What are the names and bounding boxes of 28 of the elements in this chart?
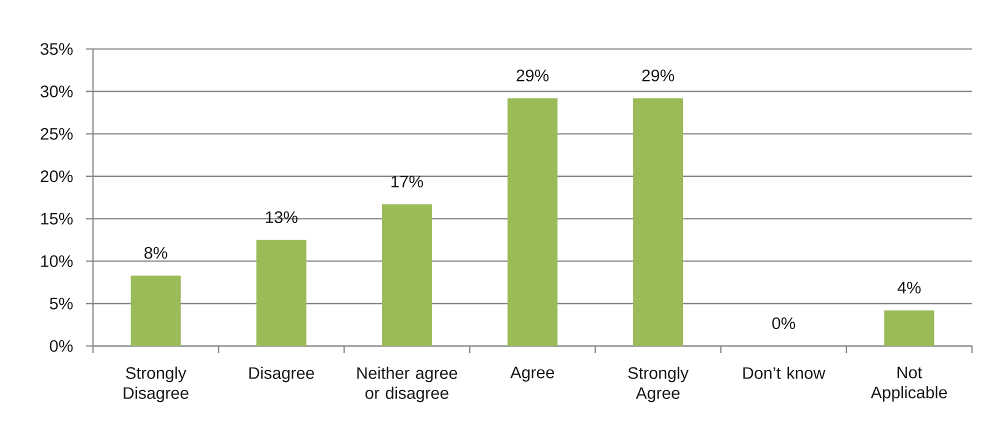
data-label: 13%	[266, 211, 298, 224]
y-tick-label: 25%	[40, 128, 73, 140]
bar	[633, 98, 684, 346]
x-tick-label: Strongly Disagree	[124, 366, 188, 402]
y-tick-label: 5%	[50, 298, 73, 310]
x-tick-label: Neither agree or disagree	[357, 366, 458, 402]
x-tick-label: Agree	[510, 366, 554, 382]
x-tick-label: Not Applicable	[870, 366, 947, 402]
y-tick-label: 20%	[40, 170, 73, 182]
y-tick-label: 10%	[41, 255, 73, 268]
bar	[508, 98, 558, 346]
y-tick-label: 15%	[41, 212, 73, 225]
x-tick-label: Strongly Agree	[628, 366, 689, 402]
y-tick-label: 30%	[40, 86, 73, 98]
data-label: 29%	[642, 70, 674, 82]
bar	[130, 276, 181, 346]
data-label: 8%	[144, 246, 168, 259]
data-label: 17%	[392, 176, 424, 188]
x-tick-label: Disagree	[249, 366, 314, 382]
bar	[884, 310, 934, 346]
bar	[382, 204, 432, 346]
bar	[256, 240, 306, 346]
data-label: 0%	[772, 317, 796, 330]
data-label: 29%	[516, 70, 549, 82]
x-tick-label: Don’t know	[743, 366, 826, 379]
data-label: 4%	[898, 282, 921, 294]
y-tick-label: 35%	[40, 43, 73, 55]
y-tick-label: 0%	[50, 340, 73, 352]
